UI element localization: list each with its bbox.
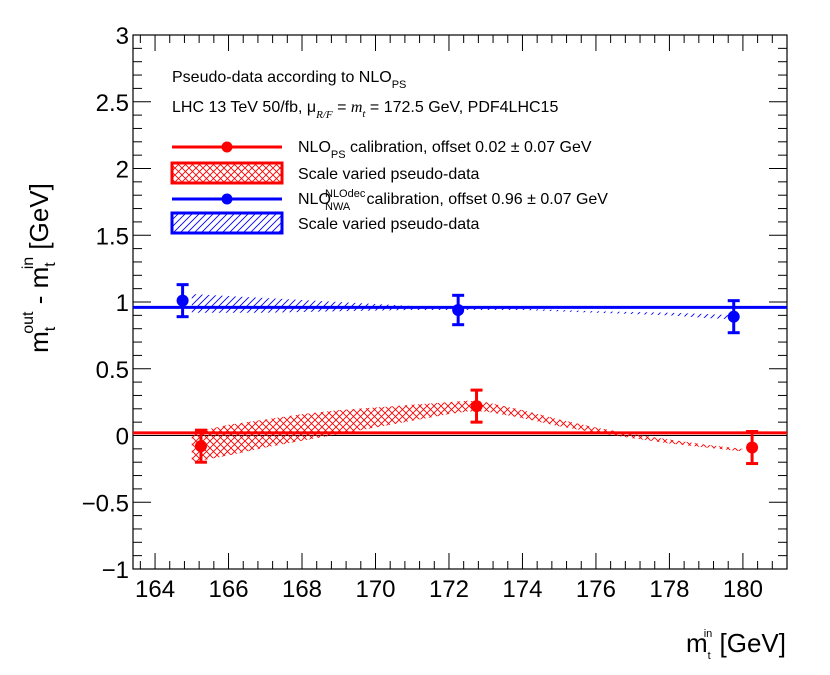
y-tick-label: −1 xyxy=(102,557,129,584)
x-axis-tick-labels: 164 166 168 170 172 174 176 178 180 xyxy=(135,576,763,603)
y-tick-label: 3 xyxy=(116,23,129,50)
header-line-2: LHC 13 TeV 50/fb, μR/F = mt = 172.5 GeV,… xyxy=(172,99,558,121)
x-tick-label: 168 xyxy=(282,576,322,603)
legend-label-blue-band: Scale varied pseudo-data xyxy=(298,216,480,233)
x-tick-label: 172 xyxy=(429,576,469,603)
y-tick-label: 1.5 xyxy=(96,223,129,250)
y-tick-label: 1 xyxy=(116,290,129,317)
y-tick-label: 0.5 xyxy=(96,357,129,384)
x-tick-label: 180 xyxy=(723,576,763,603)
legend: NLOPS calibration, offset 0.02 ± 0.07 Ge… xyxy=(170,139,608,235)
x-axis-title: mtin [GeV] xyxy=(686,628,786,662)
legend-label-nlo-nwa: NLONWANLOdec calibration, offset 0.96 ± … xyxy=(298,188,608,213)
y-tick-label: 0 xyxy=(116,424,129,451)
legend-marker-blue xyxy=(221,193,233,205)
y-tick-label: 2 xyxy=(116,157,129,184)
x-axis-ticks xyxy=(139,35,788,569)
data-point xyxy=(452,304,465,317)
data-point xyxy=(470,400,483,413)
legend-marker-red xyxy=(221,141,233,153)
y-axis-ticks xyxy=(133,34,787,570)
data-points xyxy=(176,283,759,466)
legend-label-red-band: Scale varied pseudo-data xyxy=(298,166,480,183)
data-point xyxy=(176,294,189,307)
x-tick-label: 166 xyxy=(209,576,249,603)
x-tick-label: 164 xyxy=(135,576,175,603)
legend-entry-blue-band: Scale varied pseudo-data xyxy=(170,211,480,235)
data-point xyxy=(746,441,759,454)
x-tick-label: 176 xyxy=(576,576,616,603)
y-tick-label: −0.5 xyxy=(82,490,129,517)
scale-bands xyxy=(191,294,743,463)
header-line-1: Pseudo-data according to NLOPS xyxy=(172,69,406,91)
legend-band-blue xyxy=(170,211,284,235)
y-tick-label: 2.5 xyxy=(96,90,129,117)
legend-label-nlo-ps: NLOPS calibration, offset 0.02 ± 0.07 Ge… xyxy=(298,139,592,161)
y-axis-tick-labels: −1 −0.5 0 0.5 1 1.5 2 2.5 3 xyxy=(82,23,129,584)
legend-entry-nlo-nwa: NLONWANLOdec calibration, offset 0.96 ± … xyxy=(172,188,608,213)
legend-entry-red-band: Scale varied pseudo-data xyxy=(170,161,480,185)
data-point xyxy=(194,440,207,453)
x-tick-label: 178 xyxy=(649,576,689,603)
x-tick-label: 170 xyxy=(355,576,395,603)
scale-band-0 xyxy=(191,400,743,463)
legend-entry-nlo-ps: NLOPS calibration, offset 0.02 ± 0.07 Ge… xyxy=(172,139,592,161)
legend-band-red xyxy=(170,161,284,185)
x-tick-label: 174 xyxy=(502,576,542,603)
data-point xyxy=(727,310,740,323)
y-axis-title: mtout - mtin [GeV] xyxy=(20,183,59,353)
